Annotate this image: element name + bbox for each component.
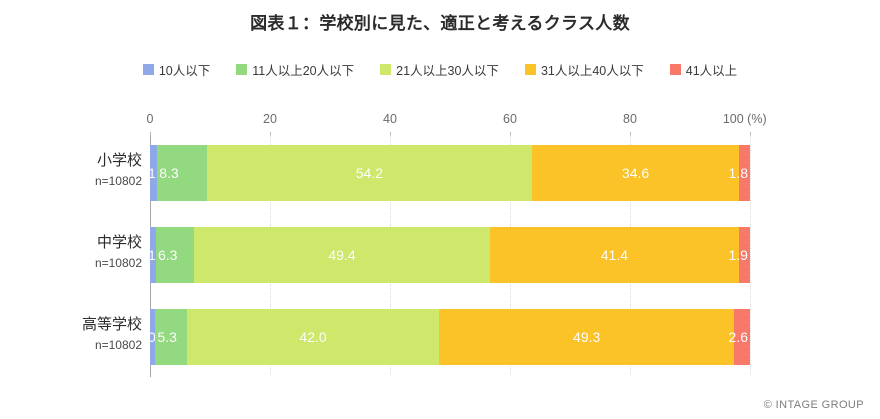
bar-segment[interactable]: 1.2 [148, 145, 167, 201]
bar-segment[interactable]: 49.4 [193, 227, 491, 283]
bar-row[interactable]: 1.28.3 54.2 34.6 1.8 [148, 145, 751, 201]
x-tick-label: 60 [503, 112, 517, 126]
bar-segment-value-label: 54.2 [355, 165, 383, 181]
legend-item[interactable]: 31人以上40人以下 [524, 60, 644, 79]
legend-swatch-icon [524, 64, 536, 75]
bar-segment-value-label: 49.4 [328, 247, 356, 263]
bar-segment[interactable]: 34.6 [531, 145, 740, 201]
bar-segment-value-label: 6.3 [158, 247, 178, 263]
category-name: 小学校 [96, 152, 142, 169]
category-name: 高等学校 [81, 316, 142, 333]
x-tick-label: 100 (%) [722, 112, 767, 126]
x-tick-mark [270, 132, 271, 136]
category-sample-size: n=10802 [94, 255, 142, 270]
legend-swatch-icon [142, 64, 154, 75]
bar-segment[interactable]: 1.9 [729, 227, 750, 283]
bar-segment-value-label: 41.4 [600, 247, 628, 263]
legend-label: 41人以上 [685, 64, 738, 78]
bar-row[interactable]: 0.95.342.049.32.6 [148, 309, 750, 365]
bar-segment[interactable]: 6.3 [156, 227, 194, 283]
category-label: 高等学校 n=10802 [0, 316, 150, 352]
legend-label: 21人以上30人以下 [396, 64, 499, 78]
x-tick-mark [750, 132, 751, 136]
grid-line [750, 135, 752, 375]
legend-label: 11人以上20人以下 [252, 64, 355, 78]
x-tick-label: 40 [383, 112, 397, 126]
x-tick-label: 80 [623, 112, 637, 126]
x-tick-mark [390, 132, 391, 136]
legend-item[interactable]: 11人以上20人以下 [236, 60, 354, 79]
bar-segment-value-label: 34.6 [621, 165, 650, 181]
x-tick-label: 20 [263, 112, 277, 126]
bar-segment-value-label: 1.9 [728, 247, 748, 263]
legend-item[interactable]: 21人以上30人以下 [380, 60, 499, 79]
plot-area: 1.28.354.234.61.8小学校n=108021.06.349.441.… [82, 135, 752, 375]
page-title: 図表１：学校別に見た、適正と考えるクラス人数 [250, 14, 630, 33]
chart-legend: 10人以下 11人以上20人以下 21人以上30人以下 31人以上40人以下 41人以上 [0, 60, 880, 79]
bar-segment[interactable]: 1.8 [729, 145, 751, 201]
bar-segment-value-label: 2.6 [728, 329, 748, 345]
category-sample-size: n=10802 [94, 173, 142, 188]
x-axis: 0 20 40 60 80 100 (%) [146, 112, 767, 136]
x-tick-mark [150, 132, 151, 136]
bar-segment[interactable]: 49.3 [438, 309, 735, 365]
copyright-notice: © INTAGE GROUP [763, 399, 864, 411]
bar-segment[interactable]: 8.3 [157, 145, 207, 201]
legend-label: 31人以上40人以下 [540, 64, 644, 78]
legend-swatch-icon [669, 64, 681, 75]
category-sample-size: n=10802 [94, 337, 142, 352]
x-tick-label: 0 [146, 112, 154, 126]
bar-segment[interactable]: 42.0 [187, 309, 439, 365]
legend-item[interactable]: 10人以下 [142, 60, 211, 79]
x-tick-mark [510, 132, 511, 136]
bar-segment-value-label: 42.0 [299, 329, 327, 345]
legend-swatch-icon [236, 64, 248, 75]
bar-segment[interactable]: 5.3 [155, 309, 188, 365]
category-name: 中学校 [96, 234, 142, 251]
bar-segment[interactable]: 54.2 [206, 145, 532, 201]
x-tick-mark [630, 132, 631, 136]
legend-label: 10人以下 [158, 64, 211, 78]
category-label: 中学校 n=10802 [0, 234, 150, 270]
bar-segment[interactable]: 41.4 [490, 227, 739, 283]
category-label: 小学校 n=10802 [0, 152, 150, 188]
bar-segment-value-label: 5.3 [157, 329, 177, 345]
bar-segment[interactable]: 2.6 [729, 309, 750, 365]
bar-segment-value-label: 49.3 [573, 329, 601, 345]
bar-segment-value-label: 1.8 [728, 165, 749, 181]
legend-item[interactable]: 41人以上 [669, 60, 738, 79]
bar-row[interactable]: 1.06.349.441.41.9 [148, 227, 750, 283]
legend-swatch-icon [380, 64, 392, 75]
bar-segment-value-label: 8.3 [159, 165, 179, 181]
